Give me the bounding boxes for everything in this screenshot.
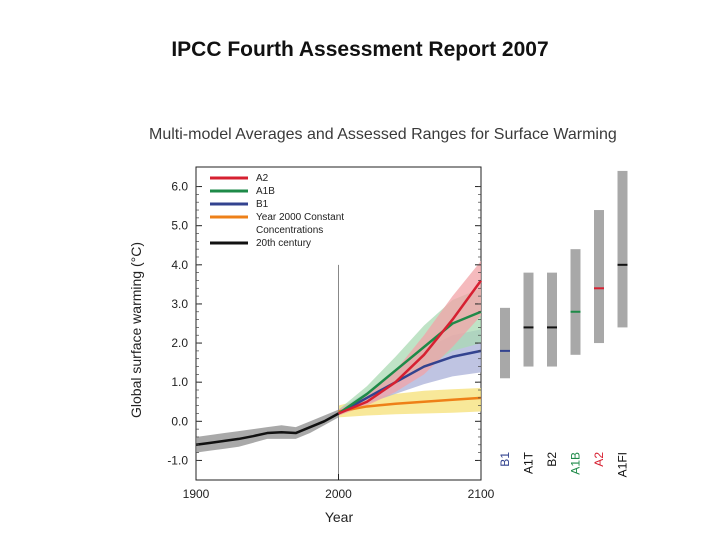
y-tick-label: -1.0	[167, 453, 188, 467]
chart-title: Multi-model Averages and Assessed Ranges…	[149, 126, 617, 143]
y-axis-label: Global surface warming (°C)	[128, 242, 144, 418]
y-tick-label: 6.0	[171, 180, 188, 194]
line-b1	[337, 349, 482, 415]
range-label-a1fi: A1FI	[616, 452, 630, 477]
legend: A2 A1B B1 Year 2000 Constant Concentrations 2…	[210, 173, 344, 249]
line-20th-century	[195, 412, 340, 447]
range-bar-a2	[594, 210, 604, 344]
range-label-b1: B1	[498, 452, 512, 467]
range-bar-a1t	[523, 272, 534, 367]
line-a1b	[337, 310, 482, 415]
x-axis-label: Year	[325, 509, 354, 525]
x-tick-label: 2000	[325, 487, 352, 501]
slide-title: IPCC Fourth Assessment Report 2007	[171, 38, 549, 61]
legend-label-20th-century: 20th century	[256, 238, 311, 249]
legend-label-a2: A2	[256, 173, 269, 184]
legend-label-a1b: A1B	[256, 186, 275, 197]
x-tick-label: 1900	[183, 487, 210, 501]
y-tick-label: 5.0	[171, 219, 188, 233]
range-bar-b1	[500, 307, 510, 379]
line-a2	[338, 279, 483, 415]
range-label-b2: B2	[545, 452, 559, 467]
range-bar-a1b	[570, 249, 581, 355]
range-label-a1t: A1T	[522, 451, 536, 474]
series-lines	[195, 279, 483, 447]
y-tick-label: 2.0	[171, 336, 188, 350]
legend-label-b1: B1	[256, 199, 269, 210]
assessed-ranges: B1 A1T B2 A1B A2 A1FI	[498, 170, 630, 477]
y-tick-label: 4.0	[171, 258, 188, 272]
x-tick-label: 2100	[468, 487, 495, 501]
legend-label-year-2000-constant: Year 2000 Constant	[256, 212, 344, 223]
band-20th-century	[196, 409, 339, 453]
axis-tick-labels: 6.0 5.0 4.0 3.0 2.0 1.0 0.0 -1.0 1900 2000 2100	[167, 180, 494, 501]
range-label-a1b: A1B	[569, 452, 583, 475]
range-label-a2: A2	[592, 452, 606, 467]
y-tick-label: 3.0	[171, 297, 188, 311]
range-bar-b2	[547, 272, 557, 367]
axis-ticks	[195, 186, 482, 480]
range-bar-a1fi	[617, 170, 628, 328]
line-year-2000-constant-concentrations	[338, 396, 482, 413]
y-tick-label: 1.0	[171, 375, 188, 389]
legend-label-year-2000-constant-line2: Concentrations	[256, 225, 323, 236]
band-a2	[338, 260, 481, 416]
y-tick-label: 0.0	[171, 414, 188, 428]
